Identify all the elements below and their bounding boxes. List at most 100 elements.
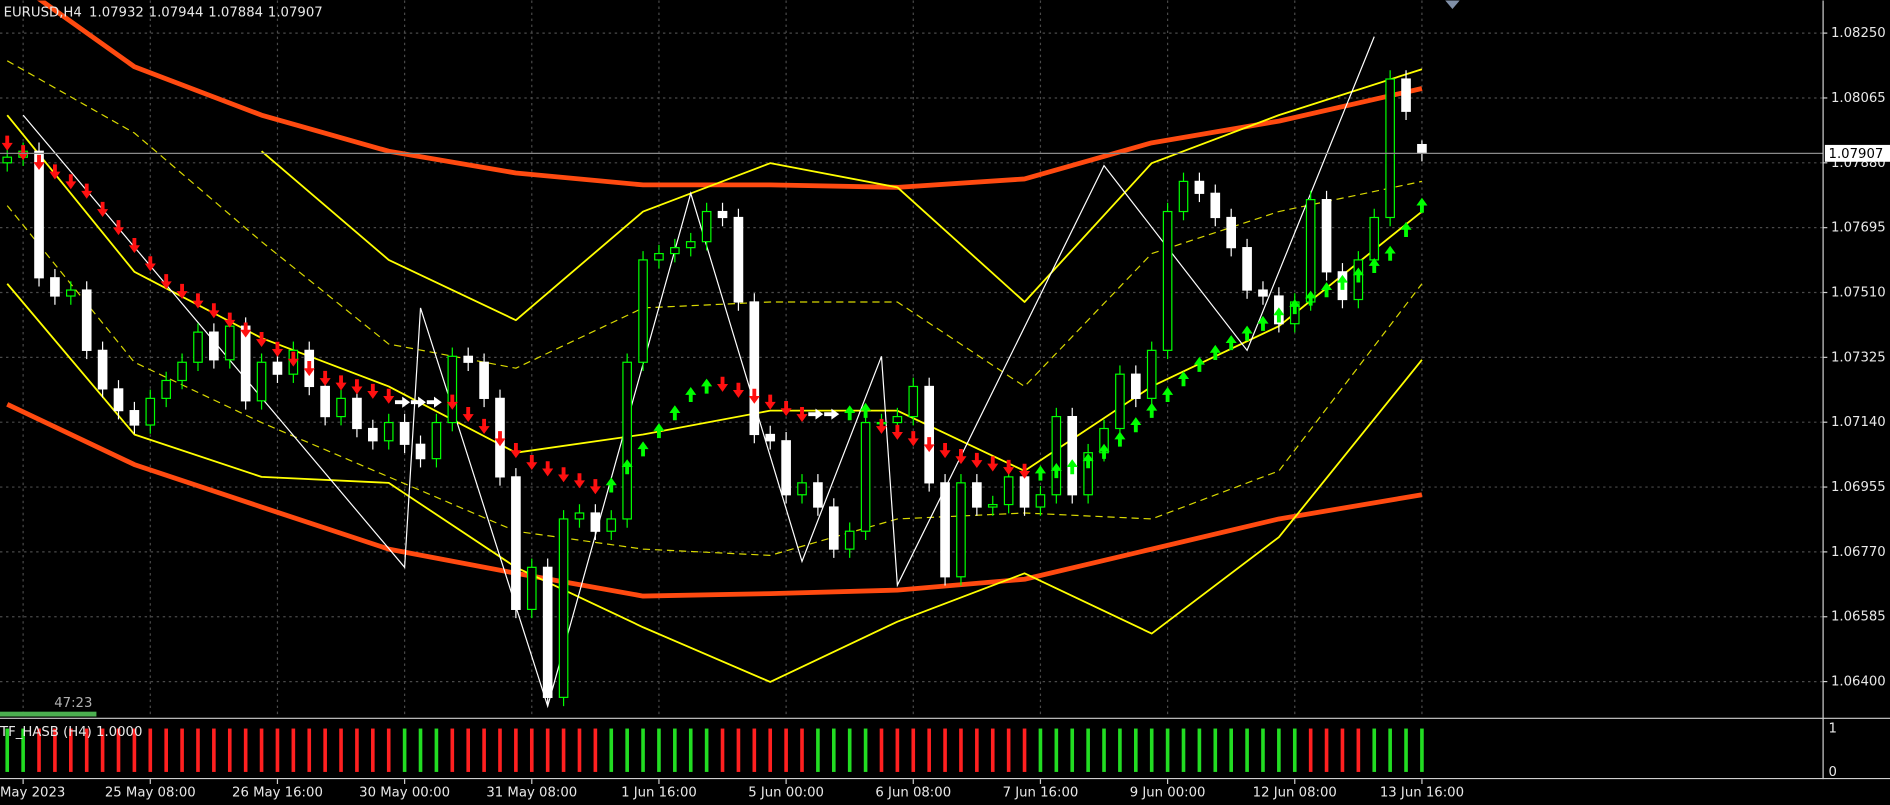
signal-arrow	[65, 174, 77, 190]
signal-arrow	[526, 454, 538, 471]
indicator-tick-label: 0	[1829, 765, 1837, 780]
signal-arrow	[955, 449, 967, 465]
signal-arrow	[446, 394, 458, 410]
candle-body	[431, 421, 442, 460]
signal-arrow	[1130, 417, 1142, 433]
candle-body	[2, 156, 13, 164]
signal-arrow	[1114, 431, 1126, 447]
candle-body	[892, 415, 903, 424]
candle-body	[1401, 78, 1411, 112]
indicator-tick-label: 1	[1829, 722, 1837, 737]
signal-arrow	[1321, 282, 1333, 298]
indicator-bar	[37, 728, 41, 772]
zigzag-line	[22, 36, 1375, 709]
signal-arrow	[271, 341, 284, 357]
x-tick-label: 30 May 00:00	[359, 785, 450, 800]
y-tick-label: 1.06400	[1831, 675, 1886, 690]
candle-body	[701, 210, 712, 243]
signal-arrow	[224, 312, 236, 328]
candle-body	[717, 210, 728, 219]
candle-body	[1242, 247, 1252, 291]
candle-body	[161, 379, 172, 399]
candle-body	[352, 397, 362, 430]
signal-arrow	[907, 431, 919, 447]
indicator-bar	[148, 728, 153, 772]
candle-body	[574, 512, 585, 520]
x-tick-label: 5 Jun 00:00	[748, 785, 824, 800]
price-label-box	[1824, 144, 1890, 162]
candle-body	[972, 482, 982, 508]
candle-body	[383, 421, 394, 442]
signal-arrow	[605, 477, 617, 493]
signal-arrow	[17, 145, 29, 161]
indicator-bar	[1356, 728, 1361, 772]
signal-arrow	[1352, 267, 1364, 283]
signal-arrow	[33, 154, 45, 170]
signal-arrow	[653, 423, 665, 439]
indicator-bar	[53, 728, 57, 772]
candle-body	[81, 289, 92, 351]
indicator-bar	[1054, 728, 1059, 772]
indicator-bar	[545, 728, 550, 772]
candle-body	[1321, 199, 1332, 273]
candle-body	[1178, 180, 1189, 213]
signal-arrow	[764, 394, 776, 410]
signal-arrow	[1003, 459, 1015, 475]
x-tick-label: 1 Jun 16:00	[621, 785, 697, 800]
indicator-bar	[1022, 728, 1027, 772]
header-low: 1.07884	[208, 6, 263, 21]
signal-arrow	[860, 402, 872, 418]
candle-body	[1194, 180, 1205, 194]
y-tick-label: 1.07695	[1831, 221, 1886, 236]
indicator-bar	[100, 728, 105, 772]
signal-arrow	[256, 331, 268, 348]
candle-body	[828, 506, 839, 550]
indicator-bar	[1165, 728, 1170, 772]
candle-body	[113, 388, 124, 412]
indicator-bar	[1213, 728, 1218, 772]
indicator-bar	[69, 728, 73, 772]
y-tick-label: 1.06770	[1831, 545, 1886, 560]
signal-arrow	[923, 437, 935, 453]
indicator-bar	[164, 728, 168, 772]
signal-arrow	[1177, 371, 1190, 387]
candle-body	[224, 325, 235, 361]
candle-body	[129, 410, 140, 426]
indicator-bar	[673, 728, 677, 772]
indicator-bar	[1038, 728, 1043, 772]
indicator-bar	[514, 728, 518, 772]
indicator-bar	[895, 728, 900, 772]
signal-arrow	[410, 396, 426, 408]
grid	[0, 0, 1823, 718]
header-close: 1.07907	[268, 6, 323, 21]
indicator-bar	[1102, 728, 1106, 772]
indicator-bar	[84, 728, 89, 772]
candle-body	[1305, 199, 1316, 303]
signal-arrow	[844, 405, 856, 421]
indicator-bar	[959, 728, 963, 772]
indicator-bar	[227, 728, 232, 772]
indicator-bar	[816, 728, 820, 772]
indicator-line	[6, 283, 1423, 683]
candle-body	[1083, 452, 1093, 496]
indicator-bar	[1308, 728, 1313, 772]
candle-body	[272, 361, 283, 375]
candle-body	[781, 440, 791, 496]
y-tick-label: 1.08250	[1831, 26, 1886, 41]
signal-arrow	[1019, 463, 1031, 479]
signal-arrow	[144, 256, 156, 272]
signal-arrow	[462, 406, 474, 423]
candle-body	[1067, 415, 1078, 496]
signal-arrow	[1098, 443, 1110, 459]
signal-arrow	[160, 274, 172, 290]
candle-body	[415, 443, 426, 460]
indicator-bar	[1404, 728, 1408, 772]
candle-body	[924, 385, 934, 484]
candle-body	[399, 421, 410, 445]
indicator-bar	[1277, 728, 1281, 772]
candle-body	[1115, 373, 1125, 430]
indicator-bar	[593, 728, 598, 772]
candle-body	[1369, 216, 1380, 261]
signal-arrow	[1, 135, 13, 151]
indicator-bar	[5, 728, 10, 772]
